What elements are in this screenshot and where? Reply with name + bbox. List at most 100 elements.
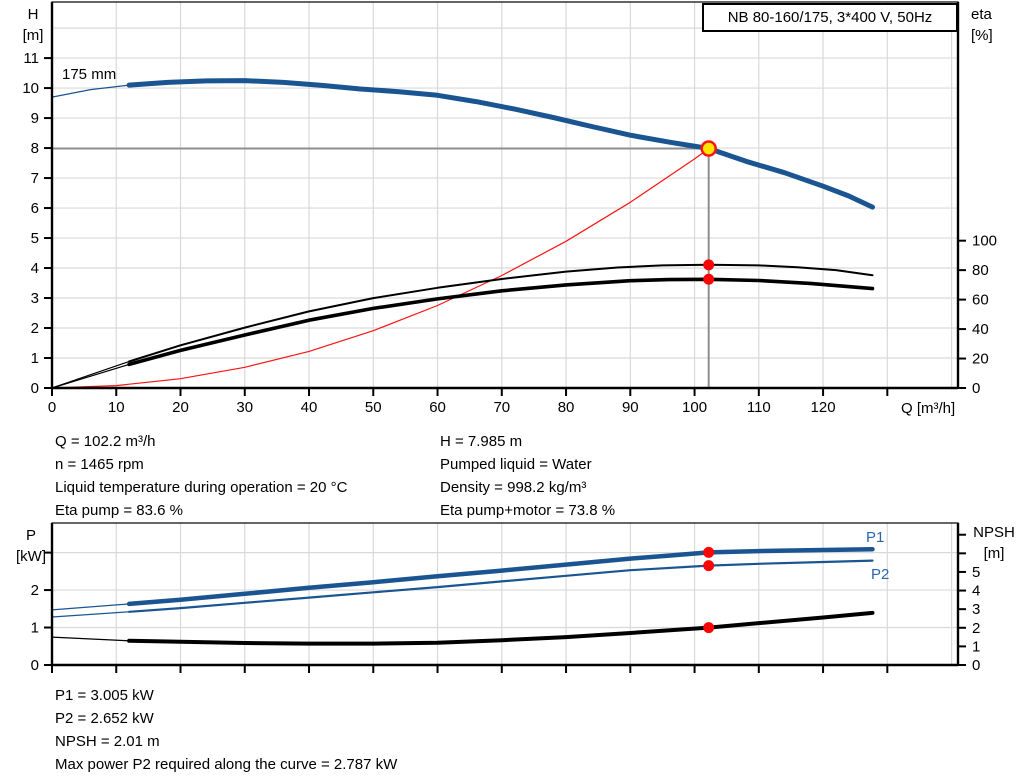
head-curve-175mm bbox=[51, 78, 875, 210]
tick-label: 4 bbox=[31, 260, 39, 277]
tick-label: 10 bbox=[22, 80, 39, 97]
npsh-axis-unit: [m] bbox=[983, 545, 1005, 562]
info-line-eta-pump: Eta pump = 83.6 % bbox=[55, 502, 183, 519]
tick-label: 2 bbox=[972, 620, 980, 637]
tick-label: 90 bbox=[622, 399, 639, 416]
eta-pump-motor-curve bbox=[51, 277, 875, 389]
info-line-p1: P1 = 3.005 kW bbox=[55, 687, 154, 704]
eta-axis-unit: [%] bbox=[971, 27, 993, 44]
npsh-point bbox=[703, 622, 715, 634]
npsh-curve-thin bbox=[51, 636, 130, 642]
tick-label: 8 bbox=[31, 140, 39, 157]
tick-label: 40 bbox=[301, 399, 318, 416]
q-axis-label: Q [m³/h] bbox=[901, 400, 956, 417]
tick-label: 60 bbox=[429, 399, 446, 416]
tick-label: 2 bbox=[31, 320, 39, 337]
system-curve-path bbox=[51, 147, 710, 389]
tick-label: 80 bbox=[972, 262, 989, 279]
tick-label: 100 bbox=[682, 399, 707, 416]
curve-title-box: NB 80-160/175, 3*400 V, 50Hz bbox=[702, 3, 958, 32]
eta-axis-label: eta [%] bbox=[971, 4, 1017, 46]
p1-point bbox=[703, 546, 715, 558]
qh-chart-gridlines bbox=[52, 2, 958, 388]
npsh-axis-name: NPSH bbox=[973, 524, 1015, 541]
eta-pump-curve-thick bbox=[128, 263, 874, 363]
tick-label: 3 bbox=[972, 601, 980, 618]
qh-chart-plot-border bbox=[51, 1, 959, 389]
npsh-axis-label: NPSH [m] bbox=[966, 522, 1022, 564]
tick-label: 0 bbox=[48, 399, 56, 416]
impeller-diameter-label: 175 mm bbox=[62, 66, 117, 83]
p2-point bbox=[703, 560, 715, 572]
tick-label: 9 bbox=[31, 110, 39, 127]
tick-label: 1 bbox=[972, 638, 980, 655]
info-line-speed: n = 1465 rpm bbox=[55, 456, 144, 473]
head-curve-175mm-thick bbox=[126, 78, 875, 210]
info-line-liquid: Pumped liquid = Water bbox=[440, 456, 592, 473]
tick-label: 70 bbox=[493, 399, 510, 416]
system-curve bbox=[51, 147, 710, 389]
tick-label: 1 bbox=[31, 620, 39, 637]
eta-pump-curve bbox=[51, 263, 874, 389]
tick-label: 2 bbox=[31, 582, 39, 599]
duty-point[interactable] bbox=[700, 140, 717, 157]
tick-label: 5 bbox=[972, 564, 980, 581]
info-line-h: H = 7.985 m bbox=[440, 433, 523, 450]
tick-label: 3 bbox=[31, 290, 39, 307]
tick-label: 20 bbox=[172, 399, 189, 416]
p2-curve-label: P2 bbox=[871, 566, 890, 583]
tick-label: 5 bbox=[31, 230, 39, 247]
h-axis-name: H bbox=[27, 6, 39, 23]
p2-curve bbox=[51, 559, 874, 618]
tick-label: 0 bbox=[31, 380, 39, 397]
eta-pump-motor-curve-thick bbox=[127, 277, 875, 367]
tick-label: 100 bbox=[972, 233, 997, 250]
tick-label: 0 bbox=[972, 657, 980, 674]
tick-label: 11 bbox=[23, 50, 39, 67]
info-line-q: Q = 102.2 m³/h bbox=[55, 433, 156, 450]
tick-label: 40 bbox=[972, 321, 989, 338]
tick-label: 20 bbox=[972, 351, 989, 368]
p1-curve-thin bbox=[51, 603, 130, 611]
tick-label: 60 bbox=[972, 292, 989, 309]
eta-axis-name: eta bbox=[971, 6, 992, 23]
tick-label: 0 bbox=[972, 380, 980, 397]
npsh-curve bbox=[51, 610, 875, 646]
tick-label: 120 bbox=[811, 399, 836, 416]
info-line-max-power: Max power P2 required along the curve = … bbox=[55, 756, 398, 773]
tick-label: 1 bbox=[31, 350, 39, 367]
tick-label: 10 bbox=[108, 399, 125, 416]
tick-label: 6 bbox=[31, 200, 39, 217]
tick-label: 50 bbox=[365, 399, 382, 416]
p-axis-label: P [kW] bbox=[8, 525, 54, 567]
tick-label: 4 bbox=[972, 583, 980, 600]
tick-label: 7 bbox=[31, 170, 39, 187]
tick-label: 30 bbox=[236, 399, 253, 416]
duty-info-right: H = 7.985 m Pumped liquid = Water Densit… bbox=[440, 430, 615, 522]
eta-pump-point bbox=[703, 259, 715, 271]
p1-curve bbox=[51, 546, 875, 611]
h-axis-unit: [m] bbox=[22, 27, 44, 44]
head-curve-175mm-thin bbox=[51, 84, 130, 98]
info-line-p2: P2 = 2.652 kW bbox=[55, 710, 154, 727]
power-npsh-chart-gridlines bbox=[52, 523, 958, 665]
info-line-npsh: NPSH = 2.01 m bbox=[55, 733, 160, 750]
p1-curve-thick bbox=[126, 546, 875, 607]
p2-curve-thin bbox=[51, 611, 130, 618]
npsh-curve-thick bbox=[127, 610, 875, 646]
duty-info-left: Q = 102.2 m³/h n = 1465 rpm Liquid tempe… bbox=[55, 430, 347, 522]
power-info-block: P1 = 3.005 kW P2 = 2.652 kW NPSH = 2.01 … bbox=[55, 684, 397, 776]
tick-label: 110 bbox=[747, 399, 771, 416]
p-axis-unit: [kW] bbox=[16, 548, 46, 565]
tick-label: 0 bbox=[31, 657, 39, 674]
info-line-eta-pump-motor: Eta pump+motor = 73.8 % bbox=[440, 502, 616, 519]
p-axis-name: P bbox=[25, 527, 36, 544]
eta-pump-motor-point bbox=[703, 273, 715, 285]
h-axis-label: H [m] bbox=[13, 4, 53, 46]
